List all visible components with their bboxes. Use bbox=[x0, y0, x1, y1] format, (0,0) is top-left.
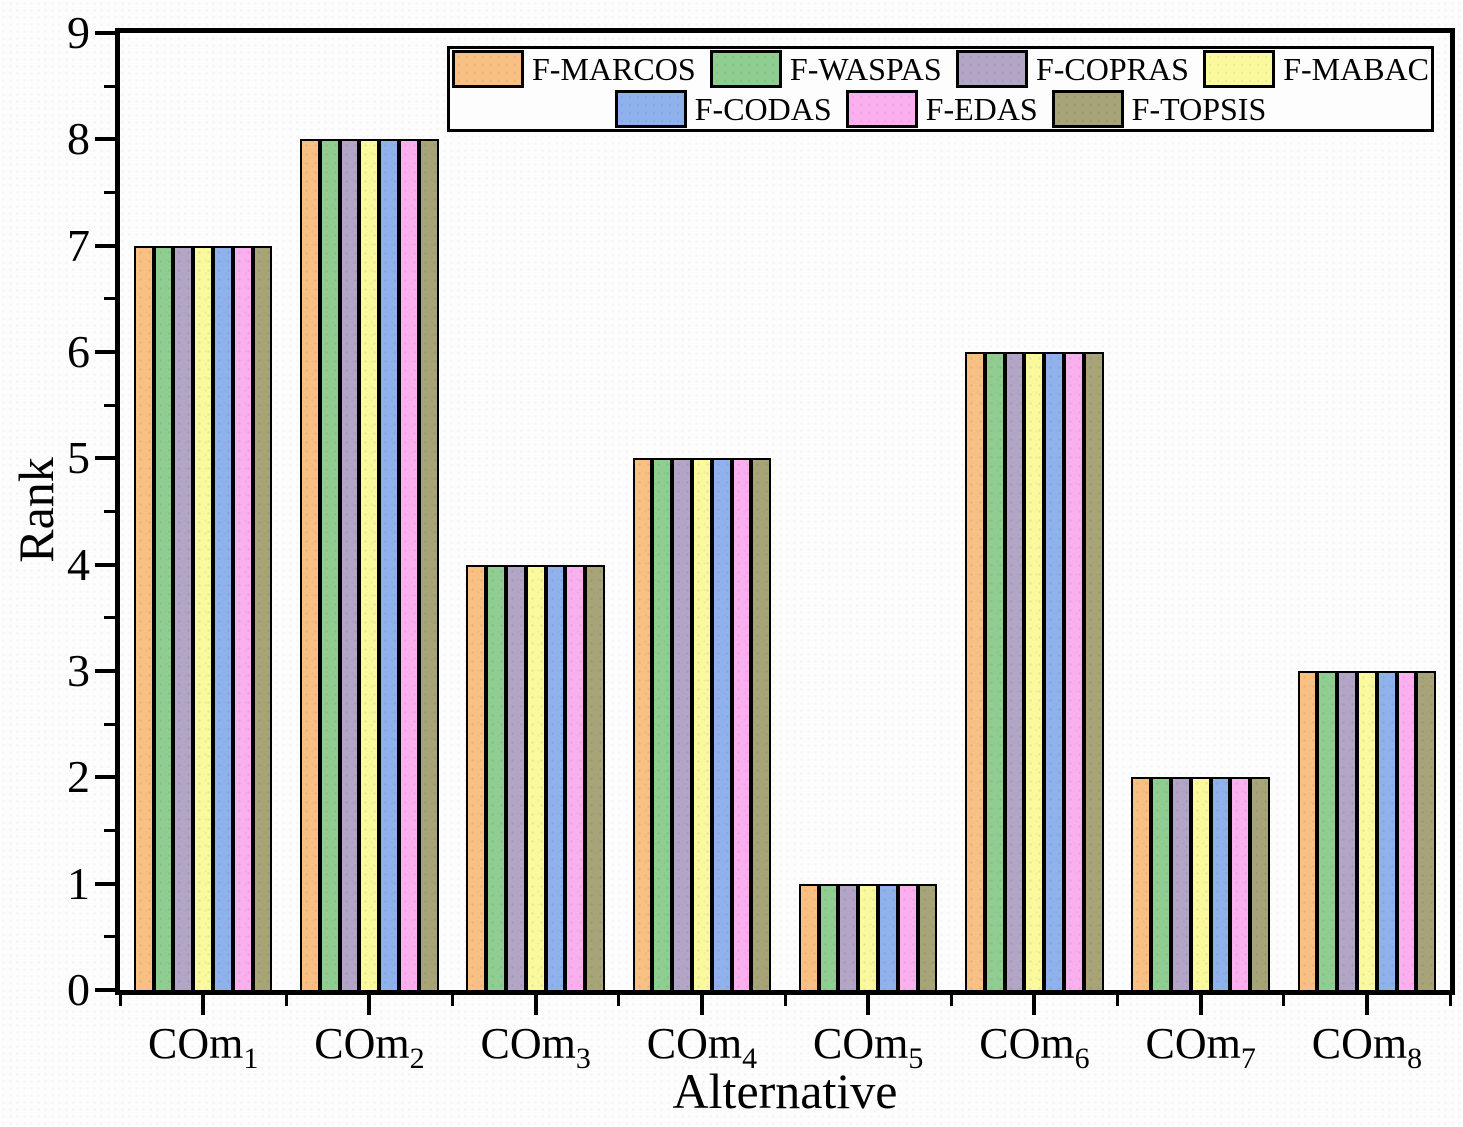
x-category-label: COm3 bbox=[480, 1019, 591, 1075]
legend-row: F-CODAS F-EDAS F-TOPSIS bbox=[450, 90, 1431, 128]
legend-item-f-edas: F-EDAS bbox=[845, 90, 1038, 128]
x-category-label: COm1 bbox=[147, 1019, 259, 1075]
y-tick-label: 7 bbox=[67, 219, 90, 271]
legend-label-f-waspas: F-WASPAS bbox=[789, 51, 942, 87]
y-tick-label: 1 bbox=[67, 857, 90, 909]
x-major-tick bbox=[367, 993, 372, 1015]
legend-label-f-marcos: F-MARCOS bbox=[532, 51, 696, 87]
legend-swatch-f-topsis bbox=[1051, 90, 1124, 128]
legend-item-f-waspas: F-WASPAS bbox=[709, 50, 942, 88]
x-major-tick bbox=[699, 993, 704, 1015]
legend-swatch-f-copras bbox=[955, 50, 1028, 88]
legend-swatch-f-marcos bbox=[452, 50, 524, 88]
legend-item-f-mabac: F-MABAC bbox=[1203, 50, 1429, 88]
x-major-tick bbox=[533, 993, 538, 1015]
y-major-tick bbox=[95, 456, 117, 461]
x-category-label: COm5 bbox=[812, 1019, 924, 1075]
legend-swatch-f-waspas bbox=[709, 50, 782, 88]
x-category-label: COm8 bbox=[1311, 1019, 1423, 1075]
y-major-tick bbox=[95, 988, 117, 992]
x-major-tick bbox=[201, 993, 206, 1015]
x-axis-title: Alternative bbox=[672, 1063, 898, 1119]
x-category-label: COm4 bbox=[646, 1019, 758, 1075]
legend-label-f-copras: F-COPRAS bbox=[1035, 51, 1189, 87]
y-major-tick bbox=[95, 881, 117, 886]
legend-swatch-f-codas bbox=[614, 90, 687, 128]
legend-item-f-copras: F-COPRAS bbox=[955, 50, 1189, 88]
x-category-label: COm7 bbox=[1145, 1019, 1256, 1075]
x-major-tick bbox=[1364, 993, 1369, 1015]
legend-row: F-MARCOS F-WASPAS F-COPRAS F-MABAC bbox=[450, 50, 1431, 88]
y-tick-label: 8 bbox=[67, 113, 90, 165]
y-tick-label: 9 bbox=[67, 7, 90, 58]
y-axis-title: Rank bbox=[8, 457, 64, 563]
y-major-tick bbox=[95, 775, 117, 780]
legend-item-f-codas: F-CODAS bbox=[614, 90, 832, 128]
y-tick-label: 6 bbox=[67, 326, 90, 377]
y-tick-label: 2 bbox=[67, 751, 90, 803]
legend-item-f-topsis: F-TOPSIS bbox=[1051, 90, 1267, 128]
x-major-tick bbox=[866, 993, 871, 1015]
y-major-tick bbox=[95, 350, 117, 354]
y-major-tick bbox=[95, 137, 117, 142]
x-major-tick bbox=[1198, 993, 1203, 1015]
x-category-label: COm2 bbox=[314, 1019, 425, 1075]
legend: F-MARCOS F-WASPAS F-COPRAS F-MABAC F-CODAS F-… bbox=[447, 46, 1434, 132]
y-tick-label: 0 bbox=[67, 964, 90, 1015]
plot-frame bbox=[115, 28, 1455, 995]
legend-label-f-edas: F-EDAS bbox=[925, 91, 1038, 127]
legend-label-f-topsis: F-TOPSIS bbox=[1131, 91, 1267, 127]
x-category-label: COm6 bbox=[979, 1019, 1090, 1075]
legend-swatch-f-edas bbox=[845, 90, 918, 128]
y-major-tick bbox=[95, 562, 117, 567]
legend-item-f-marcos: F-MARCOS bbox=[452, 50, 696, 88]
y-tick-label: 3 bbox=[67, 645, 90, 696]
y-major-tick bbox=[95, 31, 117, 35]
legend-label-f-mabac: F-MABAC bbox=[1283, 51, 1429, 87]
legend-swatch-f-mabac bbox=[1203, 50, 1276, 88]
y-major-tick bbox=[95, 669, 117, 673]
y-major-tick bbox=[95, 243, 117, 248]
legend-label-f-codas: F-CODAS bbox=[694, 91, 832, 127]
x-major-tick bbox=[1032, 993, 1037, 1015]
